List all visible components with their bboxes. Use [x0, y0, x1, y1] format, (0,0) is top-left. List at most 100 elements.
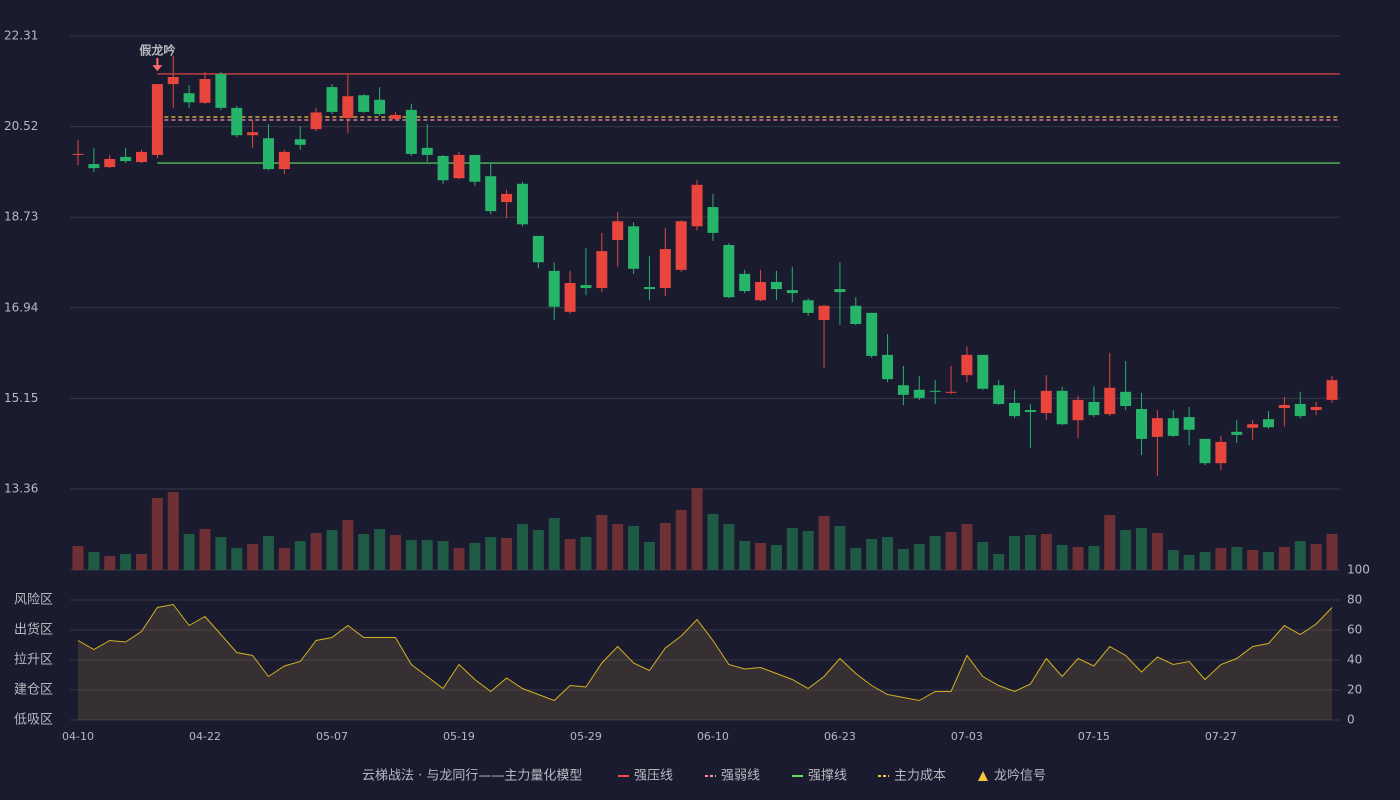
candle-body	[993, 385, 1005, 404]
candle-body	[389, 114, 401, 120]
zone-label: 拉升区	[14, 653, 53, 668]
volume-bar	[1231, 547, 1243, 570]
volume-bar	[802, 531, 814, 570]
candle-body	[374, 99, 386, 114]
volume-bar	[1263, 552, 1275, 570]
candle-body	[469, 154, 481, 182]
y-tick-label: 13.36	[4, 482, 38, 496]
candle-body	[167, 76, 179, 85]
candle-body	[882, 354, 894, 380]
x-tick-label: 05-07	[316, 730, 348, 743]
volume-bar	[151, 498, 163, 570]
volume-bar	[1294, 541, 1306, 570]
volume-bar	[374, 529, 386, 570]
volume-bar	[326, 530, 338, 570]
candle-body	[294, 139, 306, 145]
indicator-area	[78, 604, 1332, 720]
candle-body	[961, 354, 973, 376]
candle-body	[1263, 419, 1275, 428]
legend-title: 云梯战法 · 与龙同行——主力量化模型	[362, 769, 582, 784]
volume-bar	[1104, 515, 1116, 570]
candle-body	[358, 95, 370, 112]
volume-bar	[993, 554, 1005, 570]
candle-body	[548, 270, 560, 307]
candle-body	[977, 354, 989, 389]
candle-body	[913, 389, 925, 398]
indicator-line	[77, 603, 1333, 702]
volume-bar	[1024, 535, 1036, 570]
candle-body	[612, 221, 624, 240]
candle-body	[501, 193, 513, 203]
candle-body	[1326, 380, 1338, 400]
volume-bar	[643, 542, 655, 570]
candle-body	[739, 273, 751, 292]
volume-bar	[770, 545, 782, 570]
candle-body	[818, 305, 830, 320]
zone-label: 出货区	[14, 622, 53, 638]
candle-body	[151, 84, 163, 155]
volume-bar	[1120, 530, 1132, 570]
candle-body	[262, 138, 274, 170]
candle-body	[1247, 424, 1259, 428]
zone-label: 风险区	[14, 593, 53, 608]
candle-body	[929, 390, 941, 392]
volume-bar	[1088, 546, 1100, 570]
y2-tick-label: 100	[1347, 563, 1370, 577]
volume-bar	[1136, 528, 1148, 570]
volume-bar	[1056, 545, 1068, 570]
y-tick-label: 16.94	[4, 300, 38, 314]
x-tick-label: 06-23	[824, 730, 856, 743]
candle-body	[643, 287, 655, 290]
legend-label: 强弱线	[721, 769, 760, 784]
volume-bar	[548, 518, 560, 570]
volume-bar	[897, 549, 909, 570]
legend-label: 强撑线	[808, 769, 847, 784]
candle-body	[247, 132, 259, 136]
legend-label: 主力成本	[894, 769, 946, 784]
volume-bar	[453, 548, 465, 570]
candle-body	[405, 109, 417, 154]
candle-body	[453, 154, 465, 179]
volume-bar	[358, 534, 370, 570]
volume-bar	[199, 529, 211, 570]
x-tick-label: 07-03	[951, 730, 983, 743]
volume-bar	[1326, 534, 1338, 570]
volume-bar	[437, 541, 449, 570]
candle-body	[1136, 409, 1148, 439]
candle-body	[1151, 418, 1163, 437]
candle-body	[326, 87, 338, 112]
candle-body	[1009, 402, 1021, 417]
candle-body	[183, 93, 195, 103]
y2-tick-label: 60	[1347, 623, 1362, 637]
volume-bar	[231, 548, 243, 570]
candle-body	[1040, 390, 1052, 414]
volume-bar	[1009, 536, 1021, 570]
y2-tick-label: 80	[1347, 593, 1362, 607]
candle-body	[1120, 391, 1132, 406]
volume-bar	[516, 524, 528, 570]
candle-body	[675, 221, 687, 270]
candle-body	[1088, 401, 1100, 416]
candle-body	[1167, 418, 1179, 436]
candle-body	[596, 251, 608, 289]
volume-bar	[818, 516, 830, 570]
signal-arrow-head	[152, 65, 163, 72]
candle-body	[850, 305, 862, 324]
volume-bar	[135, 554, 147, 570]
candle-body	[421, 147, 433, 155]
x-tick-label: 07-15	[1078, 730, 1110, 743]
candle-body	[104, 158, 116, 168]
x-tick-label: 05-19	[443, 730, 475, 743]
volume-bar	[183, 534, 195, 570]
volume-bar	[389, 535, 401, 570]
candle-body	[278, 151, 290, 170]
candle-body	[1056, 390, 1068, 425]
volume-bar	[929, 536, 941, 570]
legend-label: 强压线	[634, 769, 673, 784]
candle-body	[516, 183, 528, 225]
volume-bar	[1247, 550, 1259, 570]
candle-body	[628, 226, 640, 269]
candle-body	[834, 289, 846, 293]
volume-bar	[612, 524, 624, 570]
zone-label: 建仓区	[14, 683, 53, 698]
